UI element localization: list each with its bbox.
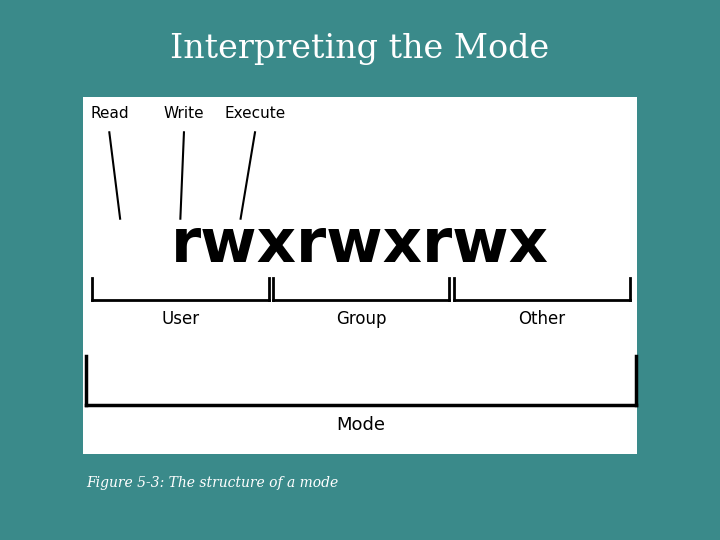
Text: Write: Write (163, 106, 204, 122)
Text: User: User (161, 310, 199, 328)
Text: Figure 5-3: The structure of a mode: Figure 5-3: The structure of a mode (86, 476, 338, 490)
Text: Mode: Mode (336, 416, 386, 434)
Text: Group: Group (336, 310, 387, 328)
Text: Execute: Execute (225, 106, 286, 122)
Text: rwxrwxrwx: rwxrwxrwx (171, 216, 549, 275)
Text: Interpreting the Mode: Interpreting the Mode (171, 32, 549, 65)
Text: Read: Read (90, 106, 129, 122)
Bar (83, 97, 637, 454)
Text: Other: Other (518, 310, 565, 328)
